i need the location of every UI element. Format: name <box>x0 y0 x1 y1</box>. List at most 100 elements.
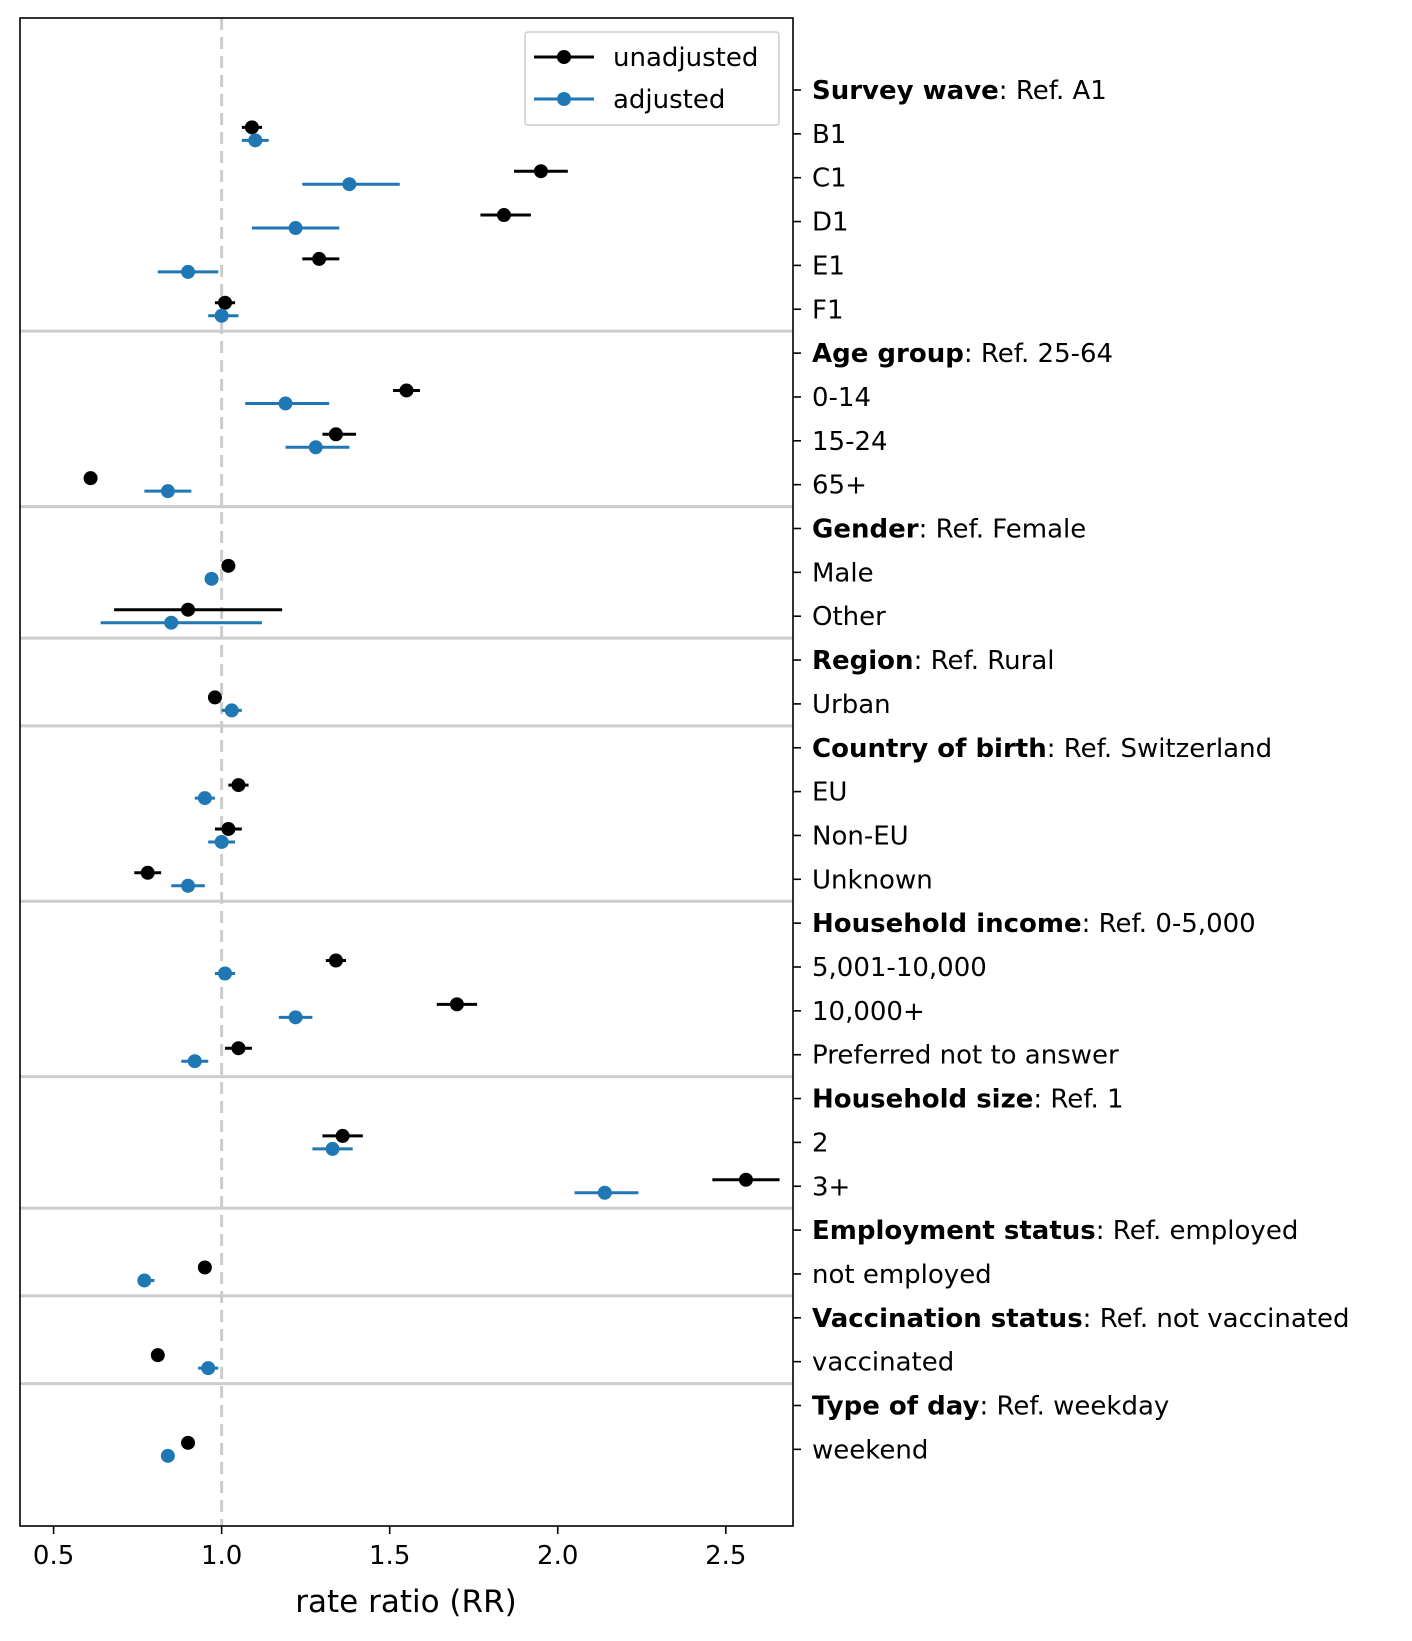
adjusted-point <box>214 308 229 323</box>
unadjusted-point <box>150 1348 165 1363</box>
category-label: 5,001-10,000 <box>812 953 987 983</box>
group-reference: : Ref. 1 <box>1033 1085 1123 1115</box>
category-label: C1 <box>812 164 847 194</box>
unadjusted-point <box>221 558 236 573</box>
x-axis-label: rate ratio (RR) <box>295 1584 516 1620</box>
group-separators <box>20 329 793 1386</box>
unadjusted-point <box>221 821 236 836</box>
category-label: 2 <box>812 1128 829 1158</box>
unadjusted-point <box>738 1172 753 1187</box>
category-label: vaccinated <box>812 1348 954 1378</box>
adjusted-point <box>214 834 229 849</box>
x-tick-label: 2.0 <box>537 1541 578 1571</box>
unadjusted-point <box>335 1128 350 1143</box>
group-header-label: Age group: Ref. 25-64 <box>812 339 1113 369</box>
y-axis: Survey wave: Ref. A1 B1 C1 D1 E1 F1 Age group:… <box>793 76 1349 1465</box>
unadjusted-point <box>533 164 548 179</box>
adjusted-point <box>218 966 233 981</box>
group-reference: : Ref. 0-5,000 <box>1082 909 1256 939</box>
category-label: 65+ <box>812 471 867 501</box>
unadjusted-point <box>218 295 233 310</box>
adjusted-point <box>288 221 303 236</box>
adjusted-point <box>288 1010 303 1025</box>
group-name: Household size <box>812 1085 1033 1115</box>
group-name: Household income <box>812 909 1082 939</box>
adjusted-point <box>597 1185 612 1200</box>
legend-adjusted-marker <box>557 92 571 106</box>
group-header-label: Country of birth: Ref. Switzerland <box>812 734 1272 764</box>
group-reference: : Ref. A1 <box>999 76 1107 106</box>
unadjusted-point <box>244 120 259 135</box>
unadjusted-point <box>231 778 246 793</box>
x-tick-label: 1.5 <box>369 1541 410 1571</box>
group-header-label: Gender: Ref. Female <box>812 515 1086 545</box>
adjusted-point <box>181 264 196 279</box>
legend-unadjusted-marker <box>557 50 571 64</box>
group-reference: : Ref. employed <box>1096 1216 1299 1246</box>
group-header-label: Employment status: Ref. employed <box>812 1216 1298 1246</box>
group-header-label: Survey wave: Ref. A1 <box>812 76 1107 106</box>
plot-frame <box>19 17 794 1527</box>
category-label: Urban <box>812 690 891 720</box>
legend-box <box>524 31 780 126</box>
group-header-label: Household size: Ref. 1 <box>812 1085 1124 1115</box>
adjusted-point <box>160 484 175 499</box>
group-name: Country of birth <box>812 734 1047 764</box>
category-label: 15-24 <box>812 427 888 457</box>
category-label: Male <box>812 558 874 588</box>
group-name: Age group <box>812 339 964 369</box>
unadjusted-point <box>181 1435 196 1450</box>
category-label: not employed <box>812 1260 992 1290</box>
category-label: weekend <box>812 1435 928 1465</box>
plot-background <box>20 18 793 1526</box>
adjusted-point <box>160 1448 175 1463</box>
unadjusted-point <box>496 208 511 223</box>
category-label: Other <box>812 602 886 632</box>
group-reference: : Ref. Female <box>919 515 1087 545</box>
adjusted-point <box>201 1361 216 1376</box>
group-name: Type of day <box>812 1392 979 1422</box>
group-header-label: Household income: Ref. 0-5,000 <box>812 909 1256 939</box>
group-header-label: Type of day: Ref. weekday <box>812 1392 1169 1422</box>
group-name: Gender <box>812 515 919 545</box>
group-reference: : Ref. 25-64 <box>964 339 1113 369</box>
x-tick-label: 2.5 <box>705 1541 746 1571</box>
group-reference: : Ref. weekday <box>979 1392 1169 1422</box>
unadjusted-point <box>449 997 464 1012</box>
category-label: EU <box>812 778 847 808</box>
category-label: Preferred not to answer <box>812 1041 1119 1071</box>
category-label: B1 <box>812 120 846 150</box>
category-label: 3+ <box>812 1172 850 1202</box>
group-name: Employment status <box>812 1216 1096 1246</box>
adjusted-point <box>278 396 293 411</box>
data-marks <box>83 120 780 1463</box>
adjusted-point <box>164 615 179 630</box>
adjusted-point <box>308 440 323 455</box>
adjusted-point <box>187 1054 202 1069</box>
adjusted-point <box>342 177 357 192</box>
group-name: Survey wave <box>812 76 999 106</box>
group-reference: : Ref. Rural <box>914 646 1055 676</box>
unadjusted-point <box>207 690 222 705</box>
group-reference: : Ref. Switzerland <box>1047 734 1272 764</box>
unadjusted-point <box>328 427 343 442</box>
adjusted-point <box>197 791 212 806</box>
adjusted-point <box>248 133 263 148</box>
adjusted-point <box>224 703 239 718</box>
legend-unadjusted-label: unadjusted <box>613 43 758 73</box>
legend: unadjusted adjusted <box>524 31 780 126</box>
category-label: 10,000+ <box>812 997 925 1027</box>
unadjusted-point <box>312 251 327 266</box>
category-label: E1 <box>812 251 845 281</box>
unadjusted-point <box>197 1260 212 1275</box>
unadjusted-point <box>328 953 343 968</box>
x-axis: 0.5 1.0 1.5 2.0 2.5 <box>33 1526 746 1571</box>
x-tick-label: 1.0 <box>201 1541 242 1571</box>
x-tick-label: 0.5 <box>33 1541 74 1571</box>
category-label: F1 <box>812 295 844 325</box>
unadjusted-point <box>231 1041 246 1056</box>
category-label: Unknown <box>812 865 933 895</box>
category-label: 0-14 <box>812 383 871 413</box>
adjusted-point <box>325 1141 340 1156</box>
adjusted-point <box>181 878 196 893</box>
